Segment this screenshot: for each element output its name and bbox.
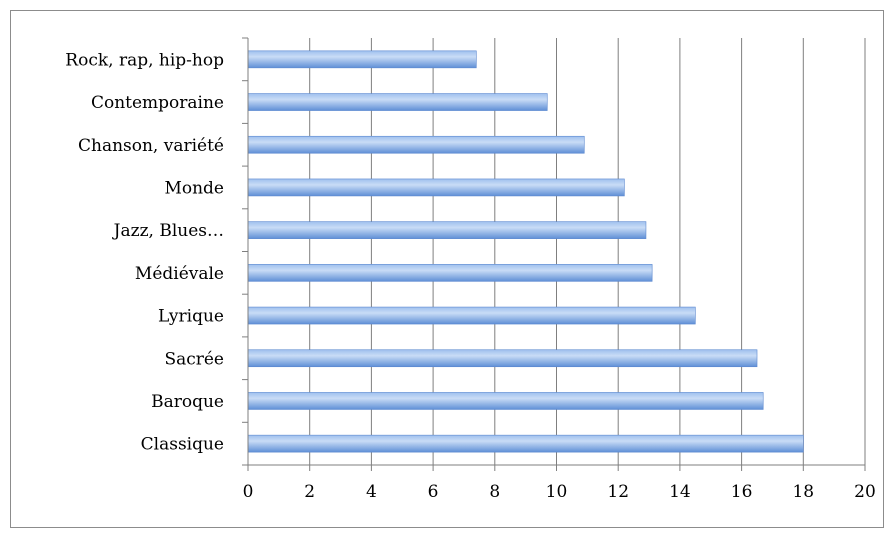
category-label: Lyrique — [158, 307, 224, 327]
x-tick-label-0: 0 — [243, 482, 254, 502]
x-tick-label-4: 4 — [366, 482, 377, 502]
category-label: Baroque — [151, 392, 224, 412]
bar-contemporaine — [247, 93, 548, 111]
x-tick-label-16: 16 — [731, 482, 753, 502]
category-label: Classique — [141, 435, 224, 455]
bar-lyrique — [247, 306, 696, 325]
category-label: Sacrée — [164, 349, 224, 369]
x-tick-label-20: 20 — [854, 482, 876, 502]
bar-chanson-vari-t — [247, 135, 585, 154]
x-tick-label-14: 14 — [669, 482, 691, 502]
bar-monde — [247, 178, 625, 197]
category-label: Monde — [164, 178, 224, 198]
bar-rock-rap-hip-hop — [247, 50, 477, 69]
category-label: Rock, rap, hip-hop — [65, 50, 224, 70]
bar-classique — [247, 434, 804, 453]
category-label: Médiévale — [135, 264, 224, 284]
category-label: Chanson, variété — [78, 136, 224, 156]
bar-baroque — [247, 392, 764, 410]
x-tick-label-2: 2 — [304, 482, 315, 502]
bars — [247, 50, 804, 453]
bar-sacr-e — [247, 349, 758, 368]
x-tick-label-6: 6 — [428, 482, 439, 502]
bar-m-di-vale — [247, 264, 653, 282]
x-tick-label-8: 8 — [489, 482, 500, 502]
x-tick-label-12: 12 — [607, 482, 629, 502]
labels: 0 2 4 6 8 10 12 14 16 18 20 Classique Baroque Sacrée L… — [65, 50, 876, 502]
x-tick-label-18: 18 — [792, 482, 814, 502]
category-label: Contemporaine — [91, 93, 224, 113]
axes — [242, 37, 866, 471]
bar-jazz-blues — [247, 221, 647, 239]
x-tick-label-10: 10 — [546, 482, 568, 502]
category-label: Jazz, Blues… — [112, 221, 224, 241]
